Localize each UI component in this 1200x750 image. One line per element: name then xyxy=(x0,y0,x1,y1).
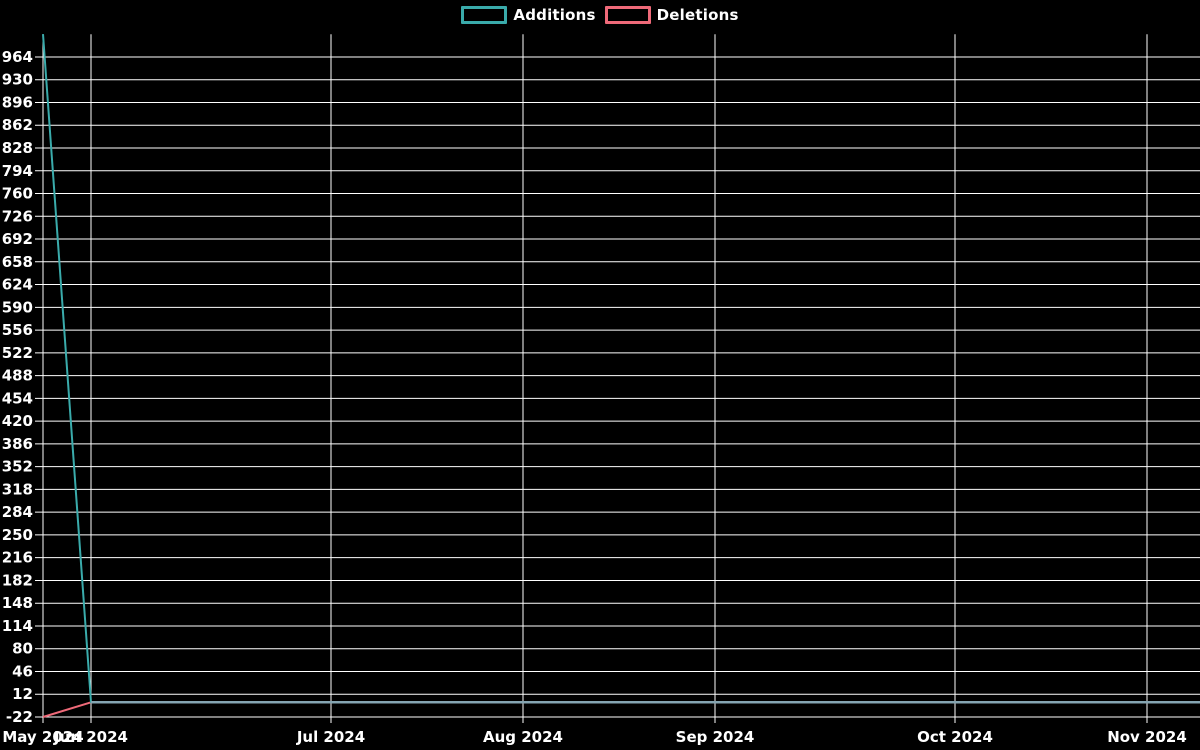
x-axis-label: Nov 2024 xyxy=(1107,728,1187,746)
y-axis-label: -22 xyxy=(6,708,33,726)
y-axis-label: 182 xyxy=(2,571,33,589)
legend-item-additions[interactable]: Additions xyxy=(461,6,595,24)
y-axis-label: 590 xyxy=(2,298,33,316)
x-axis-label: Jul 2024 xyxy=(296,728,365,746)
chart-legend: Additions Deletions xyxy=(0,6,1200,24)
x-axis-label: Aug 2024 xyxy=(483,728,563,746)
y-axis-label: 556 xyxy=(2,321,33,339)
deletions-line xyxy=(42,701,1200,718)
y-axis-label: 522 xyxy=(2,344,33,362)
y-axis-label: 114 xyxy=(2,617,33,635)
y-axis-label: 964 xyxy=(2,48,33,66)
x-axis-label: Sep 2024 xyxy=(676,728,755,746)
y-axis-label: 250 xyxy=(2,526,33,544)
y-axis-label: 862 xyxy=(2,116,33,134)
additions-swatch-icon xyxy=(461,6,508,24)
y-axis-label: 46 xyxy=(12,662,33,680)
y-axis-label: 80 xyxy=(12,640,33,658)
x-axis-label: Oct 2024 xyxy=(917,728,993,746)
y-axis-label: 454 xyxy=(2,389,33,407)
x-axis-label: Jun 2024 xyxy=(53,728,128,746)
y-axis-label: 216 xyxy=(2,549,33,567)
y-axis-label: 930 xyxy=(2,71,33,89)
y-axis-label: 488 xyxy=(2,367,33,385)
y-axis-label: 12 xyxy=(12,685,33,703)
y-axis-label: 318 xyxy=(2,480,33,498)
y-axis-label: 148 xyxy=(2,594,33,612)
y-axis-label: 658 xyxy=(2,253,33,271)
y-axis-label: 794 xyxy=(2,162,33,180)
additions-line xyxy=(42,34,1200,704)
legend-label-additions: Additions xyxy=(513,6,596,24)
y-axis-label: 692 xyxy=(2,230,33,248)
y-axis-label: 420 xyxy=(2,412,33,430)
deletions-swatch-icon xyxy=(604,6,651,24)
y-axis-label: 828 xyxy=(2,139,33,157)
legend-label-deletions: Deletions xyxy=(656,6,739,24)
legend-item-deletions[interactable]: Deletions xyxy=(604,6,739,24)
y-axis-label: 896 xyxy=(2,93,33,111)
y-axis-label: 284 xyxy=(2,503,33,521)
y-axis-label: 624 xyxy=(2,276,33,294)
y-axis-label: 760 xyxy=(2,185,33,203)
y-axis-label: 386 xyxy=(2,435,33,453)
y-axis-label: 352 xyxy=(2,458,33,476)
y-axis-label: 726 xyxy=(2,207,33,225)
x-axis-label: May 2024 xyxy=(2,728,83,746)
